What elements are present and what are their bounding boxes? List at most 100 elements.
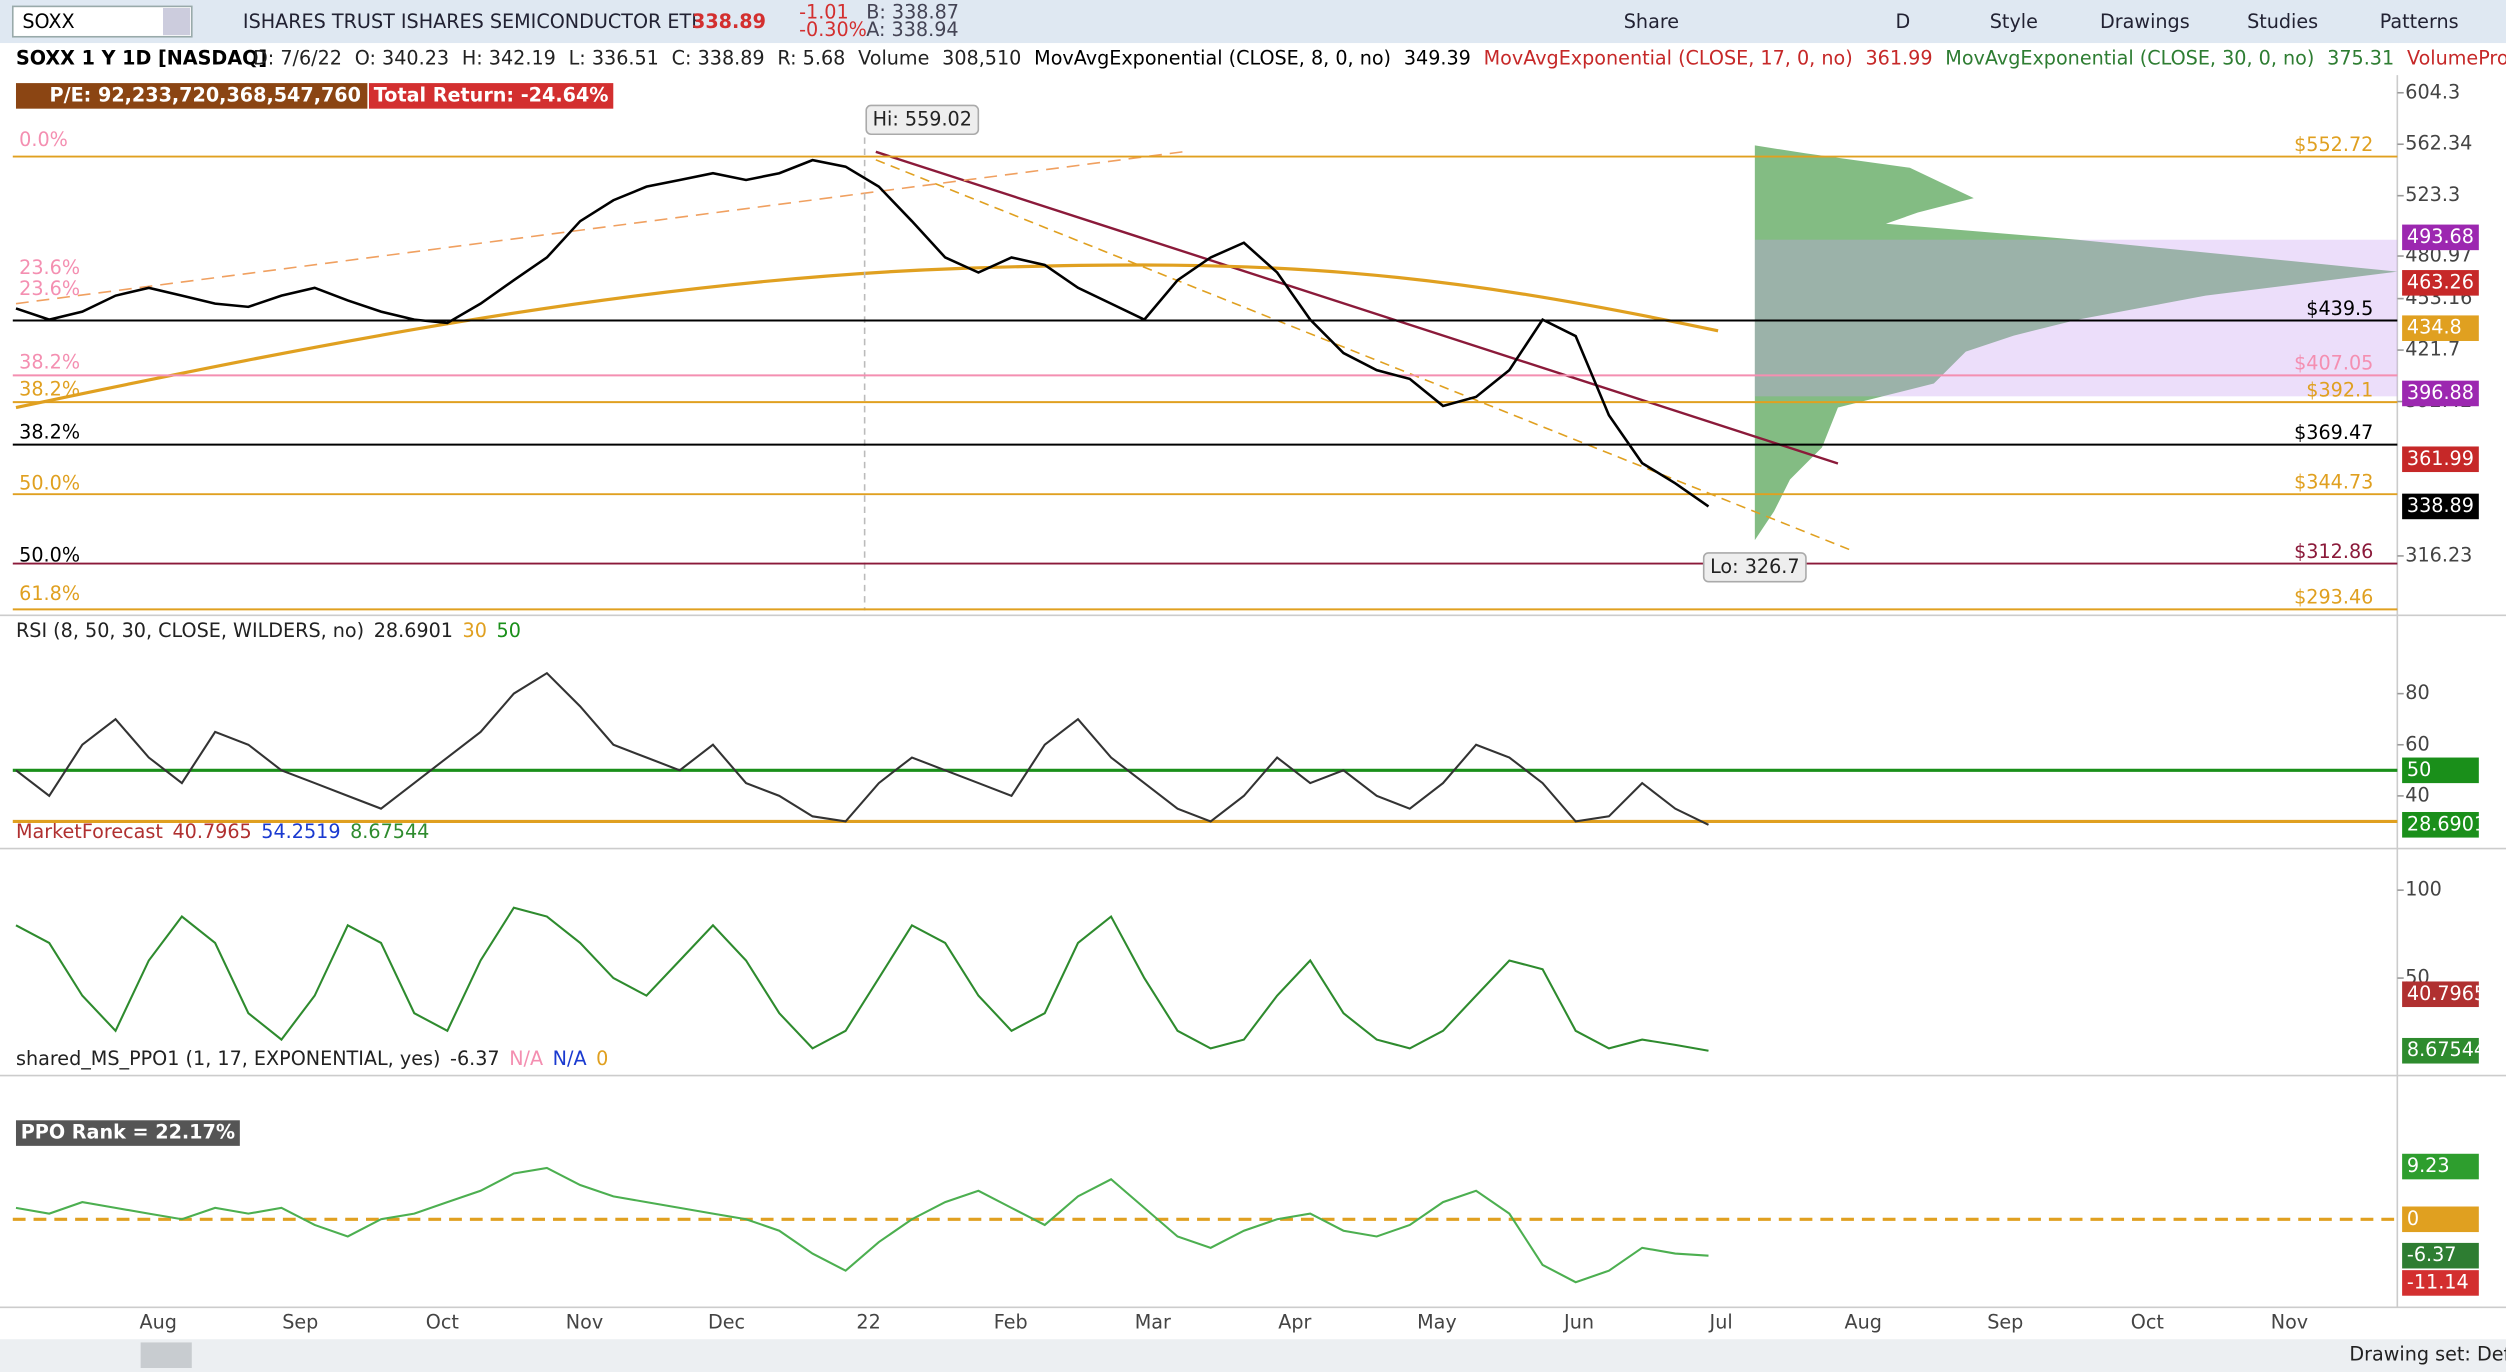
- price-badge: [2402, 812, 2479, 838]
- low-label: Lo: 326.7: [1710, 555, 1799, 578]
- x-tick-label: Oct: [2131, 1311, 2165, 1334]
- rank-box: [15, 1120, 240, 1146]
- study-title: MarketForecast: [16, 820, 163, 843]
- series-line: [15, 158, 1710, 508]
- badge-label: 361.99: [2407, 447, 2474, 470]
- badge-label: -6.37: [2407, 1243, 2457, 1266]
- fib-label: 38.2%: [19, 377, 80, 400]
- toolbar-button[interactable]: Drawings: [2100, 10, 2190, 33]
- quote-field: R: 5.68: [777, 47, 845, 70]
- badge-label: 8.67544: [2407, 1038, 2486, 1061]
- scroll-bar[interactable]: [0, 1339, 2506, 1372]
- quote-field: L: 336.51: [569, 47, 659, 70]
- badge-label: 396.88: [2407, 381, 2474, 404]
- high-label: Hi: 559.02: [873, 107, 972, 130]
- low-box: [1702, 552, 1807, 583]
- price-badge: [2402, 446, 2479, 473]
- total-return: Total Return: -24.64%: [374, 83, 609, 106]
- badge-label: 463.26: [2407, 270, 2474, 293]
- x-tick-label: Jun: [1563, 1311, 1594, 1334]
- study-value: 40.7965: [172, 820, 251, 843]
- y-tick-label: 40: [2405, 783, 2429, 806]
- level-label: $407.05: [2294, 352, 2373, 375]
- price-badge: [2402, 1037, 2479, 1064]
- trendline: [875, 150, 1839, 465]
- level-label: $369.47: [2294, 421, 2373, 444]
- symbol[interactable]: SOXX: [22, 10, 74, 33]
- y-tick-label: 604.3: [2405, 80, 2460, 103]
- description: ISHARES TRUST ISHARES SEMICONDUCTOR ETF: [243, 10, 702, 33]
- badge-label: 50: [2407, 758, 2431, 781]
- fib-label: 23.6%: [19, 256, 80, 279]
- toolbar-button[interactable]: Patterns: [2380, 10, 2459, 33]
- y-tick-label: 562.34: [2405, 132, 2472, 155]
- bid: B: 338.87: [866, 0, 959, 23]
- x-tick-label: Mar: [1135, 1311, 1171, 1334]
- quote-field: H: 342.19: [462, 47, 556, 70]
- x-tick-label: Jul: [1709, 1311, 1733, 1334]
- study-value: 28.6901: [374, 619, 453, 642]
- study-value: N/A: [509, 1047, 543, 1070]
- study-value: 0: [596, 1047, 608, 1070]
- study-value: N/A: [553, 1047, 587, 1070]
- study-title: shared_MS_PPO1 (1, 17, EXPONENTIAL, yes): [16, 1047, 440, 1070]
- fib-label: 50.0%: [19, 544, 80, 567]
- dropdown[interactable]: [163, 7, 191, 36]
- pe-box: [15, 83, 368, 109]
- price-badge: [2402, 1242, 2479, 1269]
- fib-label: 0.0%: [19, 128, 68, 151]
- x-tick-label: Oct: [426, 1311, 460, 1334]
- info-row: [0, 43, 2506, 76]
- high-box: [865, 104, 980, 136]
- scroll-thumb[interactable]: [140, 1342, 192, 1369]
- trendline: [15, 151, 1183, 305]
- study-value: 8.67544: [350, 820, 429, 843]
- x-tick-label: Sep: [282, 1311, 318, 1334]
- x-tick-label: Feb: [994, 1311, 1028, 1334]
- x-tick-label: Apr: [1278, 1311, 1311, 1334]
- x-tick-label: May: [1417, 1311, 1457, 1334]
- badge-label: 9.23: [2407, 1154, 2450, 1177]
- quote-field: C: 338.89: [672, 47, 765, 70]
- x-tick-label: Nov: [2271, 1311, 2308, 1334]
- moving-average-200: [15, 263, 1719, 410]
- ppo-rank: PPO Rank = 22.17%: [21, 1121, 235, 1144]
- y-tick-label: 60: [2405, 732, 2429, 755]
- study-value: 349.39: [1404, 47, 1471, 70]
- price-badge: [2402, 270, 2479, 296]
- level-label: $392.1: [2306, 378, 2373, 401]
- value-area: [1754, 239, 2398, 397]
- fib-label: 61.8%: [19, 582, 80, 605]
- symbol-line: SOXX 1 Y 1D [NASDAQ]: [16, 47, 267, 70]
- fib-label: 50.0%: [19, 472, 80, 495]
- x-tick-label: Nov: [566, 1311, 603, 1334]
- study-label: MovAvgExponential (CLOSE, 8, 0, no): [1034, 47, 1391, 70]
- level-label: $344.73: [2294, 471, 2373, 494]
- series-line: [15, 671, 1709, 826]
- quote-field: Volume: [858, 47, 929, 70]
- price-badge: [2402, 493, 2479, 520]
- toolbar-button[interactable]: Studies: [2247, 10, 2318, 33]
- badge-label: -11.14: [2407, 1270, 2469, 1293]
- series-line: [15, 906, 1709, 1052]
- study-label: MovAvgExponential (CLOSE, 30, 0, no): [1945, 47, 2314, 70]
- fib-label: 38.2%: [19, 350, 80, 373]
- change: -1.01: [799, 0, 849, 23]
- series-line: [15, 1166, 1709, 1284]
- x-tick-label: Aug: [140, 1311, 177, 1334]
- study-value: 54.2519: [261, 820, 340, 843]
- symbol-box[interactable]: [11, 5, 193, 38]
- fib-label: 23.6%: [19, 277, 80, 300]
- y-tick-label: 421.7: [2405, 338, 2460, 361]
- toolbar-button[interactable]: Share: [1624, 10, 1679, 33]
- toolbar-button[interactable]: D: [1895, 10, 1910, 33]
- badge-label: 40.7965: [2407, 982, 2486, 1005]
- y-tick-label: 80: [2405, 681, 2429, 704]
- price-badge: [2402, 1153, 2479, 1180]
- quote-field: O: 340.23: [355, 47, 449, 70]
- badge-label: 434.8: [2407, 316, 2462, 339]
- toolbar-button[interactable]: Style: [1990, 10, 2038, 33]
- price-badge: [2402, 380, 2479, 407]
- level-label: $439.5: [2306, 297, 2373, 320]
